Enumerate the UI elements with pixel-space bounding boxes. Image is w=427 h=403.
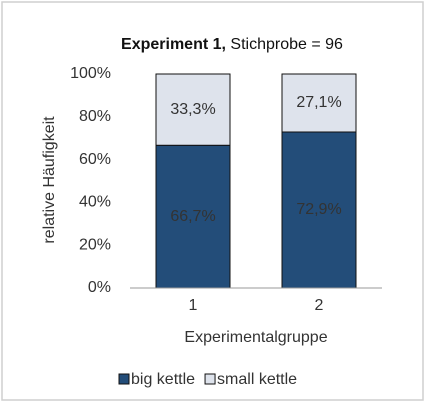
x-tick-label: 1 [189, 297, 198, 314]
bar-segment [155, 144, 231, 289]
y-axis-label: relative Häufigkeit [41, 116, 58, 244]
legend-swatch [204, 373, 216, 385]
y-tick-label: 40% [79, 194, 111, 211]
y-tick-label: 60% [79, 151, 111, 168]
legend-label: big kettle [131, 371, 195, 388]
value-label: 33,3% [170, 101, 215, 118]
y-tick-label: 100% [70, 65, 111, 82]
legend-swatch [118, 373, 130, 385]
value-label: 27,1% [296, 94, 341, 111]
y-tick-label: 0% [88, 279, 111, 296]
y-tick-label: 20% [79, 236, 111, 253]
bar-segment [281, 73, 357, 133]
legend-label: small kettle [217, 371, 297, 388]
chart-subtitle: Stichprobe = 96 [230, 36, 343, 53]
bar-segment [155, 73, 231, 146]
chart-title: Experiment 1, [121, 36, 226, 53]
chart-title-line: Experiment 1, Stichprobe = 96 [121, 36, 343, 53]
x-axis-label: Experimentalgruppe [184, 329, 327, 346]
x-tick-label: 2 [315, 297, 324, 314]
value-label: 66,7% [170, 208, 215, 225]
bar-segment [281, 131, 357, 289]
y-tick-label: 80% [79, 108, 111, 125]
value-label: 72,9% [296, 201, 341, 218]
